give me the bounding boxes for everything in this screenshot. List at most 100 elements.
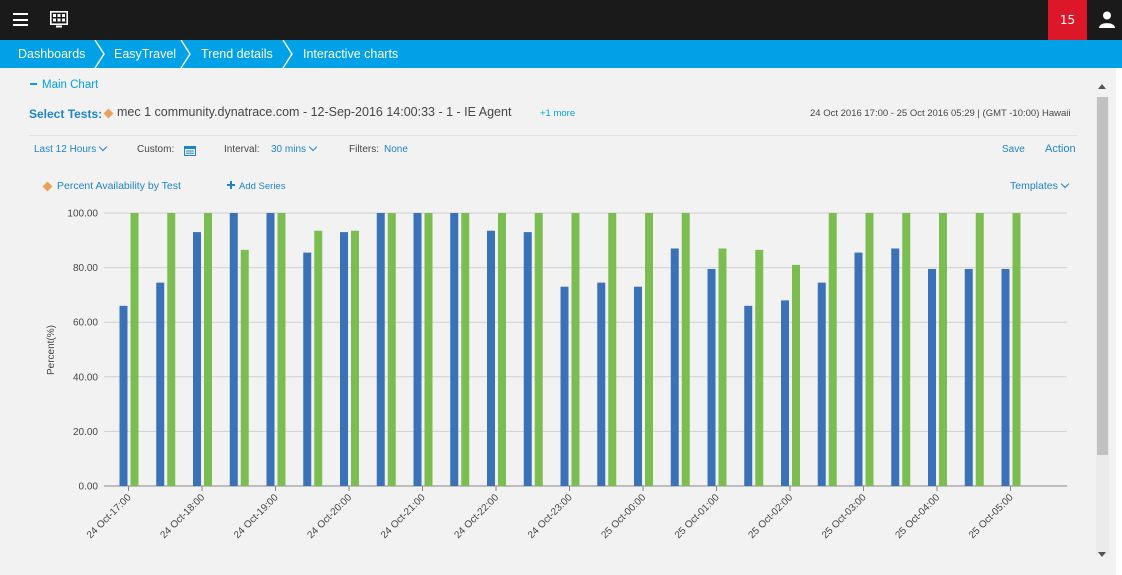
breadcrumb-separator-icon (282, 40, 293, 68)
x-tick-label: 24 Oct-18:00 (158, 492, 207, 541)
y-axis-label: Percent(%) (46, 325, 57, 375)
templates-dropdown[interactable]: Templates (1010, 179, 1070, 192)
bar-blue[interactable] (1001, 268, 1010, 486)
bar-green[interactable] (204, 213, 212, 486)
bar-blue[interactable] (303, 252, 312, 486)
bar-green[interactable] (277, 213, 286, 486)
bar-green[interactable] (351, 230, 359, 486)
x-tick-label: 25 Oct-00:00 (599, 492, 648, 541)
bar-blue[interactable] (928, 268, 936, 486)
chart-bars (119, 213, 1021, 486)
bar-green[interactable] (755, 249, 764, 486)
menu-icon[interactable] (13, 13, 28, 26)
bar-blue[interactable] (817, 282, 826, 486)
more-tests-link[interactable]: +1 more (540, 108, 576, 119)
breadcrumb-dashboards[interactable]: Dashboards (18, 47, 86, 61)
bar-blue[interactable] (413, 213, 422, 486)
bar-blue[interactable] (193, 232, 201, 486)
y-tick-label: 20.00 (73, 427, 98, 438)
series-link[interactable]: Percent Availability by Test (57, 180, 181, 192)
scroll-down-arrow[interactable] (1098, 552, 1106, 557)
save-button[interactable]: Save (1002, 144, 1025, 155)
bar-green[interactable] (571, 213, 580, 486)
bar-blue[interactable] (854, 252, 863, 486)
x-axis-ticks: 24 Oct-17:00 24 Oct-18:00 24 Oct-19:00 24 O… (85, 486, 1016, 541)
bar-green[interactable] (130, 213, 139, 486)
selected-test-name[interactable]: mec 1 community.dynatrace.com - 12-Sep-2… (117, 105, 512, 119)
bar-green[interactable] (461, 213, 470, 486)
bar-blue[interactable] (670, 248, 679, 486)
bar-blue[interactable] (523, 232, 532, 486)
bar-blue[interactable] (450, 213, 459, 486)
bar-green[interactable] (240, 249, 249, 486)
breadcrumb-easytravel[interactable]: EasyTravel (114, 47, 177, 61)
x-tick-label: 25 Oct-01:00 (673, 492, 722, 541)
bar-blue[interactable] (229, 213, 238, 486)
breadcrumb-trend-details[interactable]: Trend details (201, 47, 273, 61)
user-icon[interactable] (1099, 11, 1115, 28)
notification-badge[interactable]: 15 (1048, 0, 1087, 40)
bar-blue[interactable] (266, 213, 275, 486)
breadcrumb-interactive-charts[interactable]: Interactive charts (303, 47, 399, 61)
bar-green[interactable] (314, 230, 323, 486)
bar-green[interactable] (608, 213, 617, 486)
bar-blue[interactable] (119, 305, 128, 486)
bar-green[interactable] (1012, 213, 1021, 486)
x-tick-label: 25 Oct-03:00 (820, 492, 869, 541)
bar-green[interactable] (387, 213, 396, 486)
bar-green[interactable] (424, 213, 433, 486)
bar-blue[interactable] (487, 230, 495, 486)
bar-blue[interactable] (560, 286, 569, 486)
bar-blue[interactable] (634, 286, 642, 486)
x-tick-label: 24 Oct-20:00 (305, 492, 354, 541)
x-tick-label: 24 Oct-19:00 (232, 492, 281, 541)
main-chart-toggle[interactable]: Main Chart (30, 79, 98, 91)
bar-blue[interactable] (744, 305, 753, 486)
select-tests-label[interactable]: Select Tests: (29, 107, 103, 121)
bar-green[interactable] (498, 213, 506, 486)
bar-green[interactable] (902, 213, 911, 486)
bar-green[interactable] (828, 213, 837, 486)
bar-green[interactable] (975, 213, 984, 486)
y-tick-label: 0.00 (79, 482, 99, 493)
x-tick-label: 25 Oct-05:00 (967, 492, 1016, 541)
bar-green[interactable] (865, 213, 874, 486)
bar-green[interactable] (681, 213, 690, 486)
bar-blue[interactable] (340, 232, 348, 486)
interval-label: Interval: (224, 144, 260, 155)
interval-dropdown[interactable]: 30 mins (271, 142, 318, 155)
bar-blue[interactable] (781, 300, 789, 486)
bar-blue[interactable] (376, 213, 385, 486)
x-tick-label: 25 Oct-04:00 (893, 492, 942, 541)
bar-green[interactable] (792, 264, 800, 486)
custom-label: Custom: (137, 144, 175, 155)
breadcrumb-separator-icon (180, 40, 191, 68)
x-tick-label: 24 Oct-23:00 (526, 492, 575, 541)
bar-blue[interactable] (156, 282, 165, 486)
bar-blue[interactable] (964, 268, 973, 486)
add-series-link[interactable]: Add Series (239, 181, 286, 192)
bar-green[interactable] (167, 213, 176, 486)
scrollbar-thumb[interactable] (1097, 97, 1108, 455)
x-tick-label: 24 Oct-17:00 (85, 492, 134, 541)
plus-icon[interactable] (227, 181, 235, 189)
range-dropdown[interactable]: Last 12 Hours (34, 142, 108, 155)
calendar-icon[interactable] (184, 146, 196, 156)
action-button[interactable]: Action (1045, 143, 1076, 155)
x-tick-label: 25 Oct-02:00 (746, 492, 795, 541)
bar-green[interactable] (718, 248, 727, 486)
filters-value[interactable]: None (384, 144, 408, 155)
scroll-up-arrow[interactable] (1098, 84, 1106, 89)
bar-green[interactable] (939, 213, 947, 486)
bar-green[interactable] (645, 213, 653, 486)
templates-label: Templates (1010, 180, 1058, 192)
range-dropdown-label: Last 12 Hours (34, 144, 97, 155)
bar-blue[interactable] (891, 248, 900, 486)
collapse-icon (30, 82, 37, 85)
bar-blue[interactable] (707, 268, 716, 486)
dashboard-monitor-icon[interactable] (50, 11, 68, 28)
bar-blue[interactable] (597, 282, 606, 486)
y-axis-ticks: 0.00 20.00 40.00 60.00 80.00 100.00 (67, 209, 98, 493)
bar-green[interactable] (534, 213, 543, 486)
